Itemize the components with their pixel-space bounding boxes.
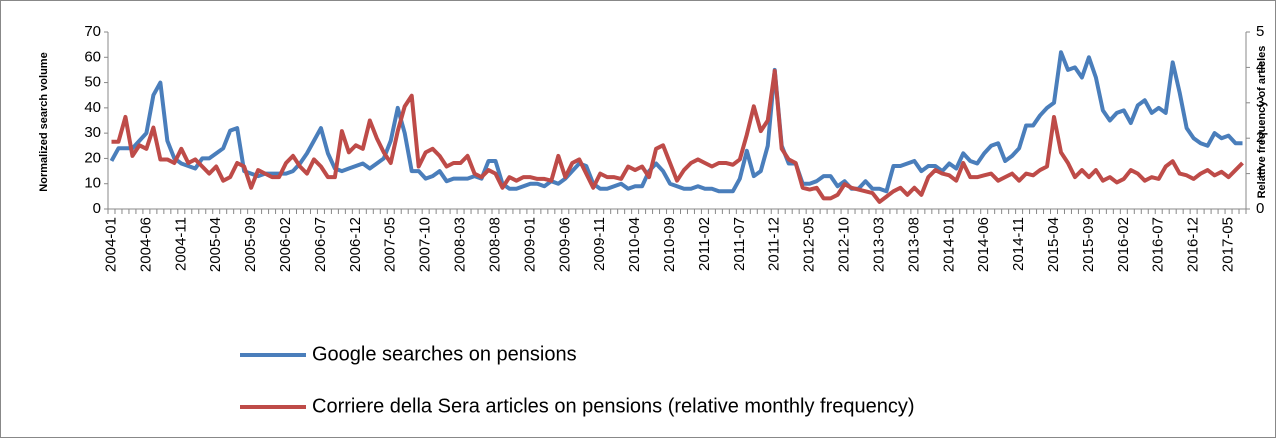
- x-tick-label: 2006-02: [277, 217, 294, 272]
- x-tick-label: 2005-09: [242, 217, 259, 272]
- x-tick-label: 2008-03: [452, 217, 469, 272]
- x-tick-label: 2014-11: [1010, 217, 1027, 271]
- legend-label: Google searches on pensions: [312, 343, 577, 365]
- x-tick-label: 2004-01: [102, 217, 119, 272]
- x-tick-label: 2010-04: [626, 217, 643, 272]
- x-tick-label: 2010-09: [661, 217, 678, 272]
- x-tick-label: 2011-12: [766, 217, 783, 271]
- x-tick-label: 2017-05: [1220, 217, 1237, 272]
- y2-tick-label: 0: [1256, 200, 1264, 217]
- y2-tick-label: 2: [1256, 129, 1264, 146]
- y-tick-label: 70: [84, 23, 101, 40]
- x-tick-label: 2016-02: [1115, 217, 1132, 272]
- legend-label: Corriere della Sera articles on pensions…: [312, 395, 915, 417]
- y2-tick-label: 4: [1256, 58, 1264, 75]
- x-tick-label: 2014-01: [940, 217, 957, 272]
- x-tick-label: 2016-07: [1150, 217, 1167, 272]
- x-tick-label: 2009-11: [591, 217, 608, 271]
- x-tick-label: 2013-08: [905, 217, 922, 272]
- x-tick-label: 2004-06: [137, 217, 154, 272]
- x-tick-label: 2014-06: [975, 217, 992, 272]
- y-axis-label: Normalized search volume: [38, 52, 50, 191]
- x-tick-label: 2009-01: [521, 217, 538, 272]
- y-tick-label: 50: [84, 74, 101, 91]
- x-tick-label: 2005-04: [207, 217, 224, 272]
- x-tick-label: 2011-07: [731, 217, 748, 271]
- y2-tick-label: 1: [1256, 165, 1264, 182]
- x-tick-label: 2007-10: [417, 217, 434, 272]
- x-tick-label: 2008-08: [486, 217, 503, 272]
- x-tick-label: 2004-11: [172, 217, 189, 271]
- x-tick-label: 2006-07: [312, 217, 329, 272]
- x-tick-label: 2012-05: [801, 217, 818, 272]
- x-tick-label: 2011-02: [696, 217, 713, 271]
- x-tick-label: 2012-10: [836, 217, 853, 272]
- x-tick-label: 2007-05: [382, 217, 399, 272]
- y-tick-label: 0: [93, 200, 101, 217]
- y-tick-label: 30: [84, 124, 101, 141]
- y-tick-label: 60: [84, 48, 101, 65]
- y2-tick-label: 3: [1256, 94, 1264, 111]
- series-line: [111, 68, 1244, 204]
- y-tick-label: 40: [84, 99, 101, 116]
- x-tick-label: 2013-03: [870, 217, 887, 272]
- x-tick-label: 2016-12: [1185, 217, 1202, 272]
- y2-axis-label: Relative frequency of articles: [1256, 46, 1268, 199]
- y-tick-label: 20: [84, 149, 101, 166]
- x-tick-label: 2009-06: [556, 217, 573, 272]
- y-tick-label: 10: [84, 175, 101, 192]
- x-tick-label: 2006-12: [347, 217, 364, 272]
- y2-tick-label: 5: [1256, 23, 1264, 40]
- x-tick-label: 2015-04: [1045, 217, 1062, 272]
- x-tick-label: 2015-09: [1080, 217, 1097, 272]
